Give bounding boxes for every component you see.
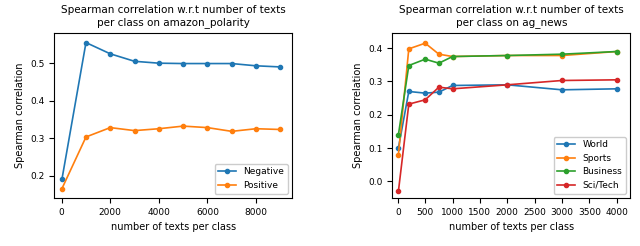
Sports bbox=[421, 42, 429, 45]
Legend: World, Sports, Business, Sci/Tech: World, Sports, Business, Sci/Tech bbox=[554, 137, 626, 194]
Positive bbox=[204, 126, 211, 129]
Line: Sports: Sports bbox=[396, 41, 619, 157]
Positive bbox=[179, 125, 187, 128]
Sci/Tech bbox=[405, 103, 413, 106]
Business bbox=[558, 53, 566, 56]
Legend: Negative, Positive: Negative, Positive bbox=[214, 164, 288, 194]
Sci/Tech bbox=[504, 83, 511, 86]
Negative bbox=[228, 62, 236, 65]
Title: Spearman correlation w.r.t number of texts
per class on ag_news: Spearman correlation w.r.t number of tex… bbox=[399, 5, 624, 28]
Sports bbox=[435, 53, 443, 56]
Business bbox=[504, 54, 511, 57]
Negative bbox=[58, 178, 66, 181]
Sci/Tech bbox=[421, 98, 429, 101]
World bbox=[435, 91, 443, 94]
Negative bbox=[276, 65, 284, 68]
Sports bbox=[405, 47, 413, 50]
Positive bbox=[228, 130, 236, 133]
Sports bbox=[558, 54, 566, 57]
Positive bbox=[131, 129, 138, 132]
Positive bbox=[106, 126, 114, 129]
Business bbox=[613, 50, 621, 53]
Positive bbox=[58, 187, 66, 190]
Line: World: World bbox=[396, 83, 619, 150]
Y-axis label: Spearman correlation: Spearman correlation bbox=[15, 63, 25, 168]
Positive bbox=[252, 127, 260, 130]
Negative bbox=[252, 64, 260, 67]
World bbox=[449, 84, 456, 87]
Sci/Tech bbox=[395, 190, 403, 193]
Line: Sci/Tech: Sci/Tech bbox=[396, 78, 619, 193]
Business bbox=[435, 62, 443, 65]
X-axis label: number of texts per class: number of texts per class bbox=[449, 222, 574, 232]
Positive bbox=[155, 127, 163, 130]
Business bbox=[449, 55, 456, 58]
Line: Positive: Positive bbox=[60, 124, 282, 191]
X-axis label: number of texts per class: number of texts per class bbox=[111, 222, 236, 232]
Negative bbox=[131, 60, 138, 63]
Sci/Tech bbox=[613, 78, 621, 81]
Line: Negative: Negative bbox=[60, 41, 282, 181]
Business bbox=[395, 133, 403, 136]
World bbox=[405, 90, 413, 93]
Y-axis label: Spearman correlation: Spearman correlation bbox=[353, 63, 363, 168]
World bbox=[558, 88, 566, 91]
Sci/Tech bbox=[558, 79, 566, 82]
Sports bbox=[395, 153, 403, 156]
Sci/Tech bbox=[435, 86, 443, 89]
Positive bbox=[82, 136, 90, 138]
Sports bbox=[613, 50, 621, 53]
Sci/Tech bbox=[449, 87, 456, 90]
Negative bbox=[155, 62, 163, 65]
Line: Business: Business bbox=[396, 49, 619, 137]
World bbox=[613, 87, 621, 90]
Negative bbox=[204, 62, 211, 65]
World bbox=[504, 83, 511, 86]
Positive bbox=[276, 128, 284, 131]
Business bbox=[421, 58, 429, 61]
Negative bbox=[82, 41, 90, 44]
Business bbox=[405, 64, 413, 67]
Negative bbox=[179, 62, 187, 65]
World bbox=[421, 92, 429, 95]
Title: Spearman correlation w.r.t number of texts
per class on amazon_polarity: Spearman correlation w.r.t number of tex… bbox=[61, 5, 286, 28]
World bbox=[395, 147, 403, 150]
Sports bbox=[504, 54, 511, 57]
Sports bbox=[449, 55, 456, 58]
Negative bbox=[106, 52, 114, 55]
